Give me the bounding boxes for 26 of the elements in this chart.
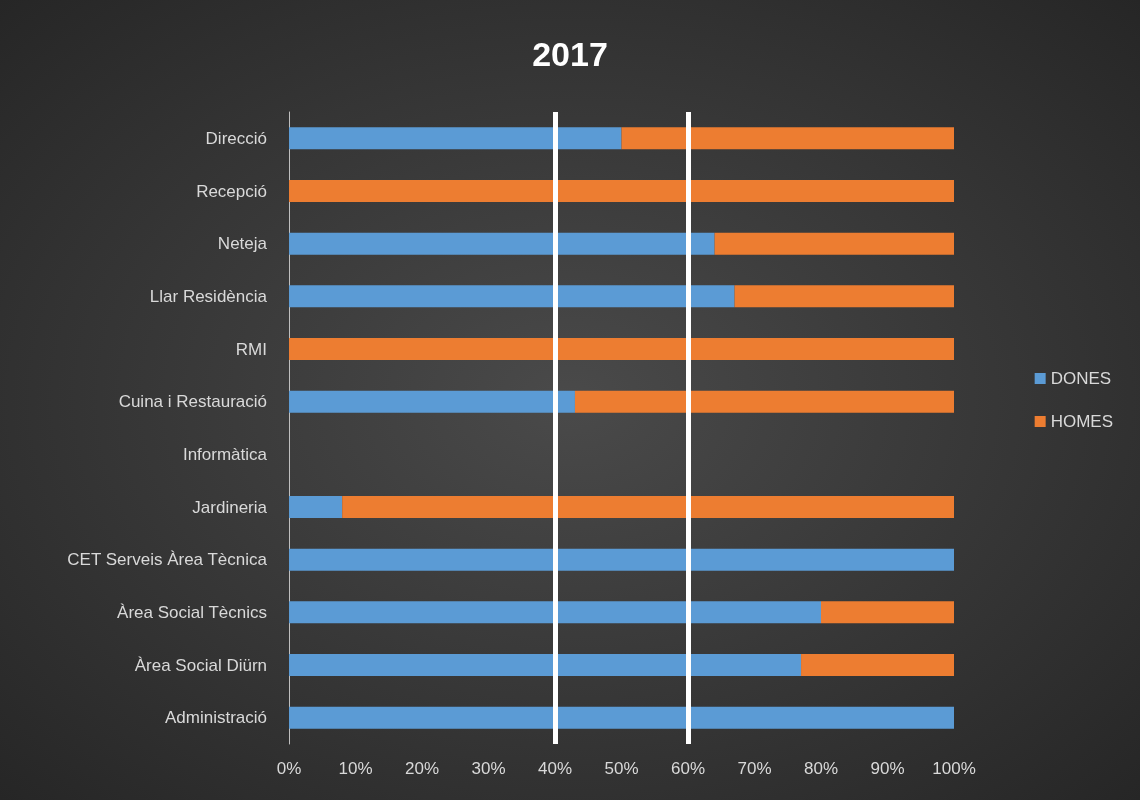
y-tick-label: RMI bbox=[235, 339, 267, 359]
legend-label: HOMES bbox=[1050, 412, 1113, 431]
legend-label: DONES bbox=[1050, 369, 1112, 388]
y-tick-label: CET Serveis Àrea Tècnica bbox=[67, 550, 268, 570]
x-tick-label: 80% bbox=[803, 759, 839, 778]
y-tick-label: Àrea Social Diürn bbox=[134, 655, 267, 675]
y-tick-label: Direcció bbox=[205, 128, 267, 148]
x-tick-label: 10% bbox=[338, 759, 373, 778]
x-tick-label: 70% bbox=[737, 759, 772, 778]
y-tick-label: Neteja bbox=[217, 234, 268, 254]
x-tick-label: 60% bbox=[670, 759, 706, 778]
y-tick-label: Cuina i Restauració bbox=[118, 392, 267, 412]
x-tick-label: 40% bbox=[537, 759, 573, 778]
y-tick-label: Àrea Social Tècnics bbox=[117, 602, 267, 622]
x-tick-label: 0% bbox=[276, 759, 302, 778]
y-tick-label: Jardineria bbox=[192, 497, 268, 517]
x-tick-label: 50% bbox=[604, 759, 639, 778]
x-tick-label: 90% bbox=[870, 759, 905, 778]
y-tick-label: Administració bbox=[164, 708, 267, 728]
y-tick-label: Recepció bbox=[196, 181, 267, 201]
y-tick-label: Llar Residència bbox=[149, 286, 268, 306]
chart-title: 2017 bbox=[532, 35, 608, 73]
x-tick-label: 30% bbox=[471, 759, 506, 778]
y-tick-label: Informàtica bbox=[182, 444, 268, 464]
x-tick-label: 100% bbox=[932, 759, 976, 778]
x-tick-label: 20% bbox=[404, 759, 440, 778]
